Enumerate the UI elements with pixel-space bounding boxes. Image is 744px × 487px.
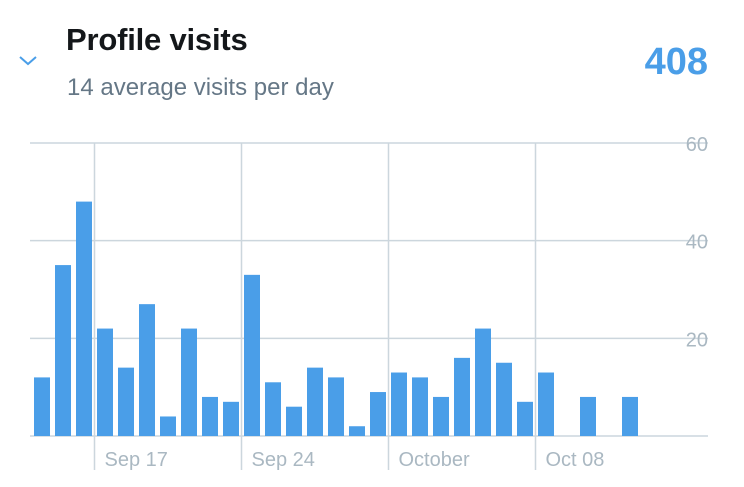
bar-sep-24	[244, 274, 260, 436]
bar-oct-03	[433, 396, 449, 436]
bar-sep-20	[160, 416, 176, 436]
x-tick-label-sep-17: Sep 17	[105, 449, 168, 471]
x-tick-label-oct-08: Oct 08	[546, 449, 605, 471]
bar-sep-18	[118, 367, 134, 436]
bar-sep-28	[328, 377, 344, 436]
bar-sep-16	[76, 201, 92, 436]
bar-oct-12	[622, 396, 638, 436]
bar-sep-27	[307, 367, 323, 436]
bar-oct-02	[412, 377, 428, 436]
bar-sep-30	[370, 392, 386, 436]
bar-sep-15	[55, 265, 71, 436]
bar-oct-10	[580, 396, 596, 436]
bar-sep-17	[97, 328, 113, 436]
bar-oct-08	[538, 372, 554, 436]
average-visits-subtitle: 14 average visits per day	[67, 74, 334, 101]
page-title: Profile visits	[66, 22, 248, 57]
bar-sep-29	[349, 426, 365, 436]
y-tick-label-40: 40	[686, 232, 708, 254]
bar-sep-25	[265, 382, 281, 436]
bar-oct-04	[454, 357, 470, 436]
bar-oct-01	[391, 372, 407, 436]
bar-sep-22	[202, 396, 218, 436]
bar-sep-19	[139, 304, 155, 436]
bar-sep-14	[34, 377, 50, 436]
x-tick-label-october: October	[399, 449, 470, 471]
bar-sep-21	[181, 328, 197, 436]
y-tick-label-60: 60	[686, 134, 708, 156]
total-visits-count: 408	[644, 41, 708, 83]
x-tick-label-sep-24: Sep 24	[252, 449, 315, 471]
y-tick-label-20: 20	[686, 329, 708, 351]
bar-sep-23	[223, 401, 239, 436]
bar-sep-26	[286, 406, 302, 436]
bar-oct-06	[496, 362, 512, 436]
bar-oct-05	[475, 328, 491, 436]
bar-oct-07	[517, 401, 533, 436]
chevron-down-icon[interactable]	[17, 52, 39, 68]
